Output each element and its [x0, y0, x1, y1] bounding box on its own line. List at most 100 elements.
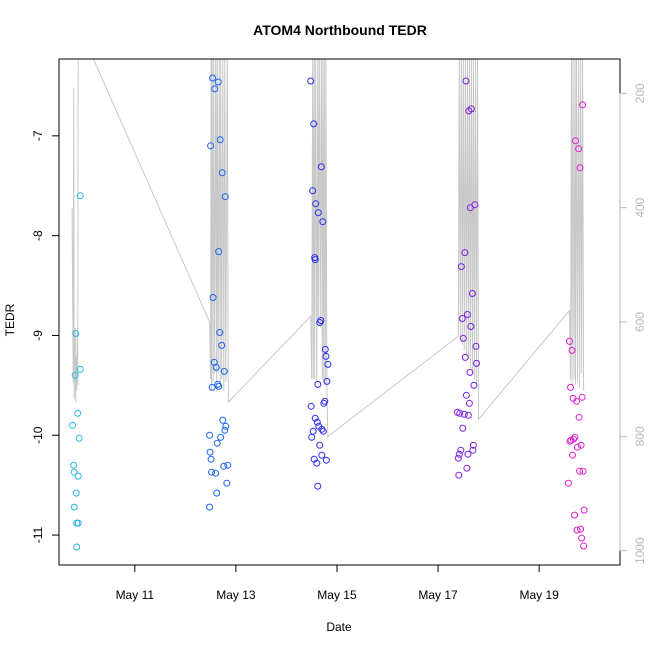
data-point	[568, 346, 576, 354]
data-point	[76, 192, 84, 200]
y-axis-label: TEDR	[3, 303, 17, 336]
data-point	[572, 137, 579, 145]
data-point	[224, 461, 232, 469]
data-point	[578, 393, 586, 401]
series-4	[453, 77, 480, 479]
data-point	[212, 469, 220, 477]
data-point	[454, 454, 462, 462]
plot-frame	[58, 58, 621, 566]
data-point	[307, 402, 315, 410]
data-point	[314, 209, 322, 217]
data-point	[570, 435, 577, 443]
axes: May 11 May 13 May 15 May 17 May 19 -11 -10 -9 -8…	[31, 58, 647, 602]
data-point	[575, 145, 583, 153]
data-point	[307, 77, 315, 85]
y-tick-label: -7	[31, 130, 45, 141]
data-point	[72, 330, 80, 337]
data-point	[209, 74, 217, 82]
data-point	[458, 315, 466, 322]
data-point	[461, 353, 469, 361]
data-point	[577, 441, 585, 449]
series-3	[307, 77, 332, 490]
data-point	[564, 479, 572, 487]
data-point	[222, 422, 230, 430]
data-point	[566, 337, 573, 345]
data-point	[207, 142, 215, 150]
data-point	[217, 433, 225, 441]
data-point	[211, 85, 219, 93]
data-point	[469, 441, 477, 449]
data-point	[309, 427, 317, 435]
data-point	[469, 446, 477, 454]
data-point	[313, 459, 321, 467]
data-point	[580, 542, 588, 550]
data-point	[571, 433, 579, 441]
data-point	[464, 411, 472, 419]
data-point	[316, 441, 324, 449]
data-point	[323, 377, 331, 385]
data-point	[220, 367, 228, 375]
data-point	[321, 397, 329, 405]
data-point	[213, 489, 221, 497]
data-point	[314, 482, 322, 490]
data-point	[221, 193, 229, 201]
data-point	[318, 425, 326, 433]
data-point	[473, 359, 480, 367]
data-point	[74, 472, 82, 480]
data-point	[69, 421, 77, 429]
y-tick-label: -9	[31, 330, 45, 341]
data-point	[212, 363, 220, 371]
series-1	[69, 192, 84, 551]
data-point	[319, 218, 327, 226]
data-point	[312, 200, 320, 208]
secondary-y-tick-label: 600	[633, 312, 647, 332]
data-point	[70, 503, 78, 511]
data-point	[465, 399, 473, 407]
y-tick-label: -11	[31, 527, 45, 544]
data-point	[311, 256, 319, 264]
data-point	[457, 446, 465, 454]
y-tick-label: -8	[31, 230, 45, 241]
data-point	[74, 519, 82, 527]
scatter-points	[69, 74, 588, 551]
data-point	[462, 77, 470, 85]
data-point	[317, 317, 325, 324]
data-point	[576, 164, 584, 172]
data-point	[322, 456, 330, 464]
data-point	[208, 383, 216, 391]
data-point	[459, 424, 467, 432]
data-point	[464, 450, 472, 458]
data-point	[70, 468, 78, 476]
data-point	[569, 451, 576, 459]
data-point	[206, 503, 214, 511]
data-point	[468, 290, 476, 297]
data-point	[218, 341, 226, 349]
data-point	[471, 201, 479, 209]
data-point	[206, 448, 214, 456]
x-tick-label: May 17	[418, 588, 458, 602]
data-point	[216, 329, 224, 336]
data-point	[574, 443, 581, 451]
data-point	[470, 381, 478, 389]
x-tick-label: May 13	[216, 588, 256, 602]
data-point	[322, 352, 330, 360]
data-point	[207, 455, 215, 463]
data-point	[74, 409, 82, 417]
x-tick-label: May 15	[317, 588, 357, 602]
data-point	[457, 263, 465, 271]
data-point	[317, 163, 325, 171]
data-point	[472, 342, 480, 350]
data-point	[580, 506, 588, 514]
data-point	[321, 345, 329, 353]
data-point	[220, 462, 228, 470]
data-point	[455, 471, 463, 479]
data-point	[318, 451, 326, 459]
data-point	[462, 391, 470, 399]
data-point	[206, 431, 214, 439]
data-point	[460, 410, 468, 418]
data-point	[578, 534, 586, 542]
data-point	[216, 136, 224, 144]
x-tick-label: May 11	[116, 588, 155, 602]
data-point	[573, 397, 580, 405]
data-point	[311, 414, 319, 422]
